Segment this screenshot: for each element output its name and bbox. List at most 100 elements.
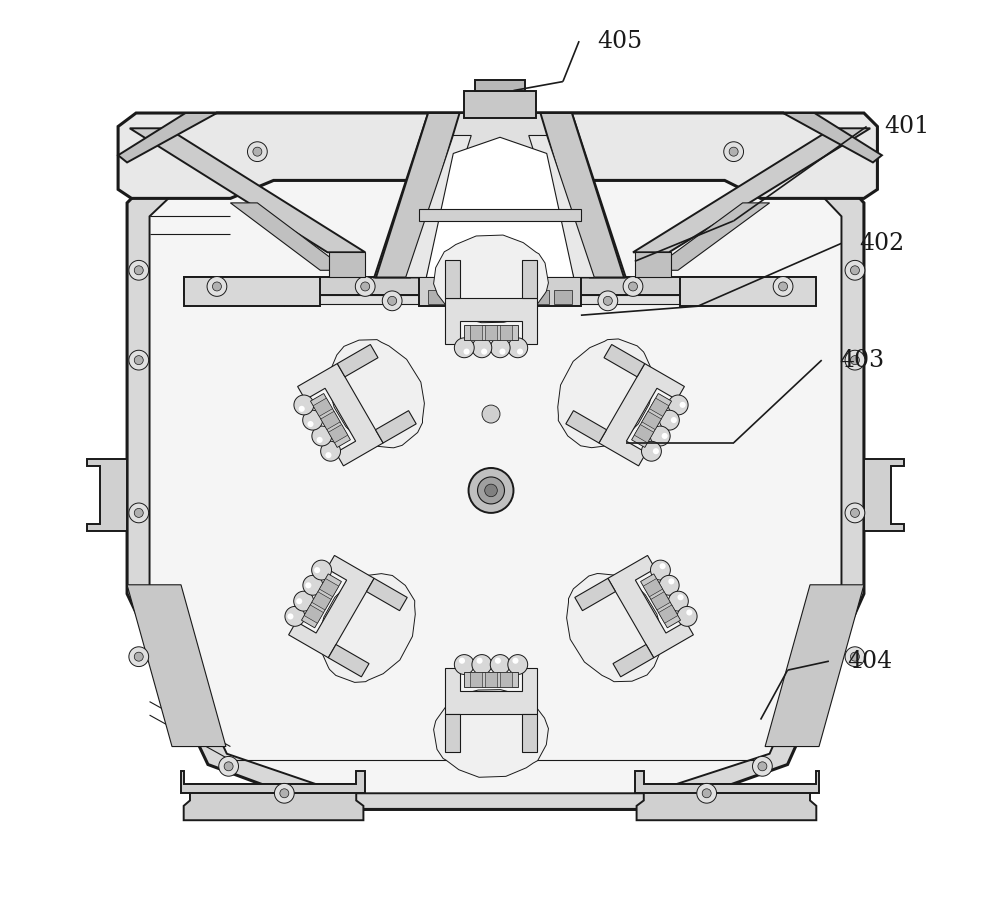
Polygon shape [230,202,347,270]
Circle shape [355,276,375,296]
Circle shape [677,594,684,600]
Circle shape [454,338,474,357]
Circle shape [680,401,686,408]
Circle shape [845,350,865,370]
Circle shape [671,417,677,423]
Polygon shape [312,591,331,610]
Polygon shape [531,290,549,304]
Circle shape [659,410,679,430]
Circle shape [668,395,688,415]
Circle shape [305,582,311,589]
Circle shape [845,503,865,523]
Circle shape [508,338,528,357]
Polygon shape [641,574,681,628]
Circle shape [212,282,221,291]
Polygon shape [642,411,661,429]
Circle shape [850,508,859,518]
Circle shape [508,654,528,674]
Circle shape [296,598,302,604]
Polygon shape [566,410,607,443]
Circle shape [285,607,305,626]
Polygon shape [419,209,581,220]
Polygon shape [500,672,512,688]
Polygon shape [310,393,350,447]
Circle shape [459,658,465,664]
Circle shape [464,348,470,355]
Polygon shape [301,574,341,628]
Circle shape [660,563,666,569]
Polygon shape [313,398,332,417]
Polygon shape [608,555,693,658]
Polygon shape [604,345,645,377]
Circle shape [845,260,865,280]
Polygon shape [184,784,363,820]
Polygon shape [485,672,497,688]
Polygon shape [635,252,671,277]
Polygon shape [329,339,424,448]
Circle shape [773,276,793,296]
Circle shape [485,484,497,497]
Polygon shape [464,325,518,340]
Polygon shape [635,770,819,793]
Circle shape [623,276,643,296]
Polygon shape [419,277,581,306]
Polygon shape [406,136,471,277]
Polygon shape [376,113,460,277]
Circle shape [129,260,149,280]
Polygon shape [445,669,537,715]
Circle shape [253,148,262,157]
Polygon shape [529,136,594,277]
Polygon shape [464,91,536,118]
Circle shape [469,468,513,513]
Circle shape [653,448,659,454]
Polygon shape [319,579,339,597]
Polygon shape [558,339,654,447]
Polygon shape [659,605,678,623]
Circle shape [361,282,370,291]
Polygon shape [650,398,669,417]
Circle shape [129,350,149,370]
Polygon shape [485,325,497,340]
Circle shape [129,503,149,523]
Circle shape [753,756,772,776]
Circle shape [307,421,314,428]
Circle shape [668,579,674,584]
Circle shape [303,410,323,430]
Polygon shape [127,585,226,746]
Circle shape [650,560,670,580]
Circle shape [477,658,483,664]
Polygon shape [632,393,672,447]
Polygon shape [651,202,770,270]
Circle shape [478,477,504,504]
Polygon shape [473,290,491,304]
Circle shape [312,560,332,580]
Circle shape [294,591,314,611]
Polygon shape [328,644,369,677]
Circle shape [303,575,323,595]
Polygon shape [599,364,684,466]
Polygon shape [575,579,616,611]
Polygon shape [127,113,864,809]
Circle shape [299,406,305,412]
Circle shape [850,266,859,274]
Polygon shape [651,591,670,610]
Polygon shape [304,605,323,623]
Circle shape [134,652,143,662]
Polygon shape [464,672,518,688]
Circle shape [668,591,688,611]
Circle shape [642,441,661,461]
Polygon shape [613,644,654,677]
Circle shape [454,654,474,674]
Polygon shape [150,131,841,793]
Circle shape [517,348,523,355]
Circle shape [499,348,506,355]
Circle shape [317,436,323,443]
Circle shape [224,761,233,770]
Circle shape [490,338,510,357]
Polygon shape [567,573,662,681]
Polygon shape [298,364,383,466]
Polygon shape [509,290,527,304]
Polygon shape [634,425,654,443]
Polygon shape [434,235,548,323]
Circle shape [845,647,865,667]
